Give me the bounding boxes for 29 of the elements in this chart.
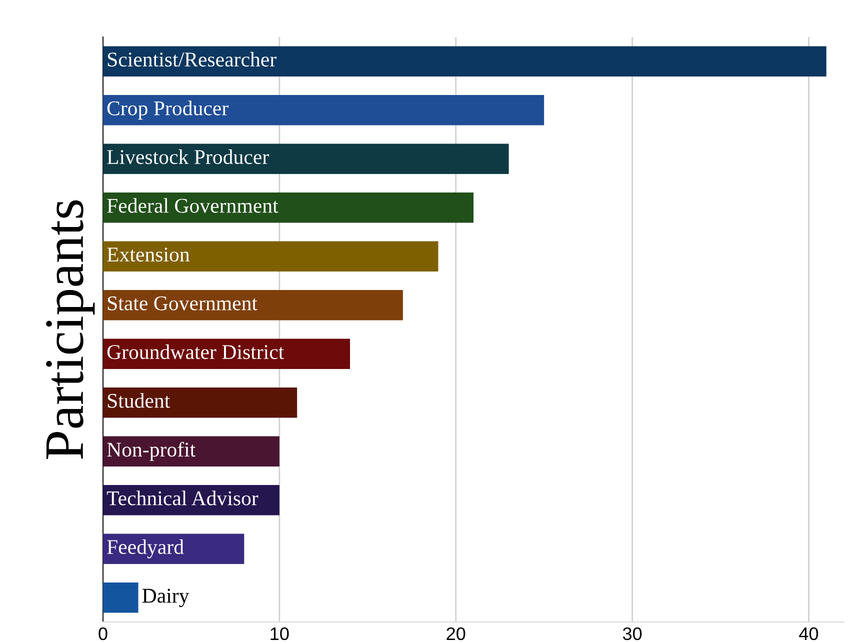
x-tick-label: 40: [799, 627, 818, 640]
y-tick-label: Extension: [107, 248, 190, 262]
y-tick-label: Technical Advisor: [106, 490, 258, 506]
y-tick-label: Federal Government: [107, 198, 278, 213]
x-tick-label: 10: [270, 627, 289, 640]
y-tick-label: Scientist/Researcher: [108, 52, 276, 67]
y-tick-label: Non-profit: [107, 442, 196, 461]
bar: [103, 290, 403, 320]
bar: [103, 582, 138, 613]
bar: [103, 388, 298, 418]
y-tick-label: Groundwater District: [107, 344, 284, 360]
bar: [103, 241, 438, 272]
bar: [103, 144, 509, 174]
bar: [103, 534, 244, 564]
bar: [103, 95, 544, 126]
bar: [103, 436, 280, 466]
y-axis-title: Participants: [46, 200, 95, 460]
y-tick-label: Feedyard: [107, 539, 184, 558]
x-tick-label: 30: [622, 627, 642, 640]
y-tick-label: State Government: [108, 296, 258, 310]
y-tick-label: Dairy: [142, 588, 190, 608]
y-tick-label: Student: [108, 393, 170, 408]
y-tick-label: Crop Producer: [107, 100, 228, 120]
bar: [103, 192, 474, 223]
x-tick-label: 0: [98, 627, 108, 640]
bar: [103, 46, 826, 76]
x-tick-label: 20: [446, 627, 466, 640]
y-tick-label: Livestock Producer: [107, 149, 269, 164]
bar: [103, 338, 350, 369]
